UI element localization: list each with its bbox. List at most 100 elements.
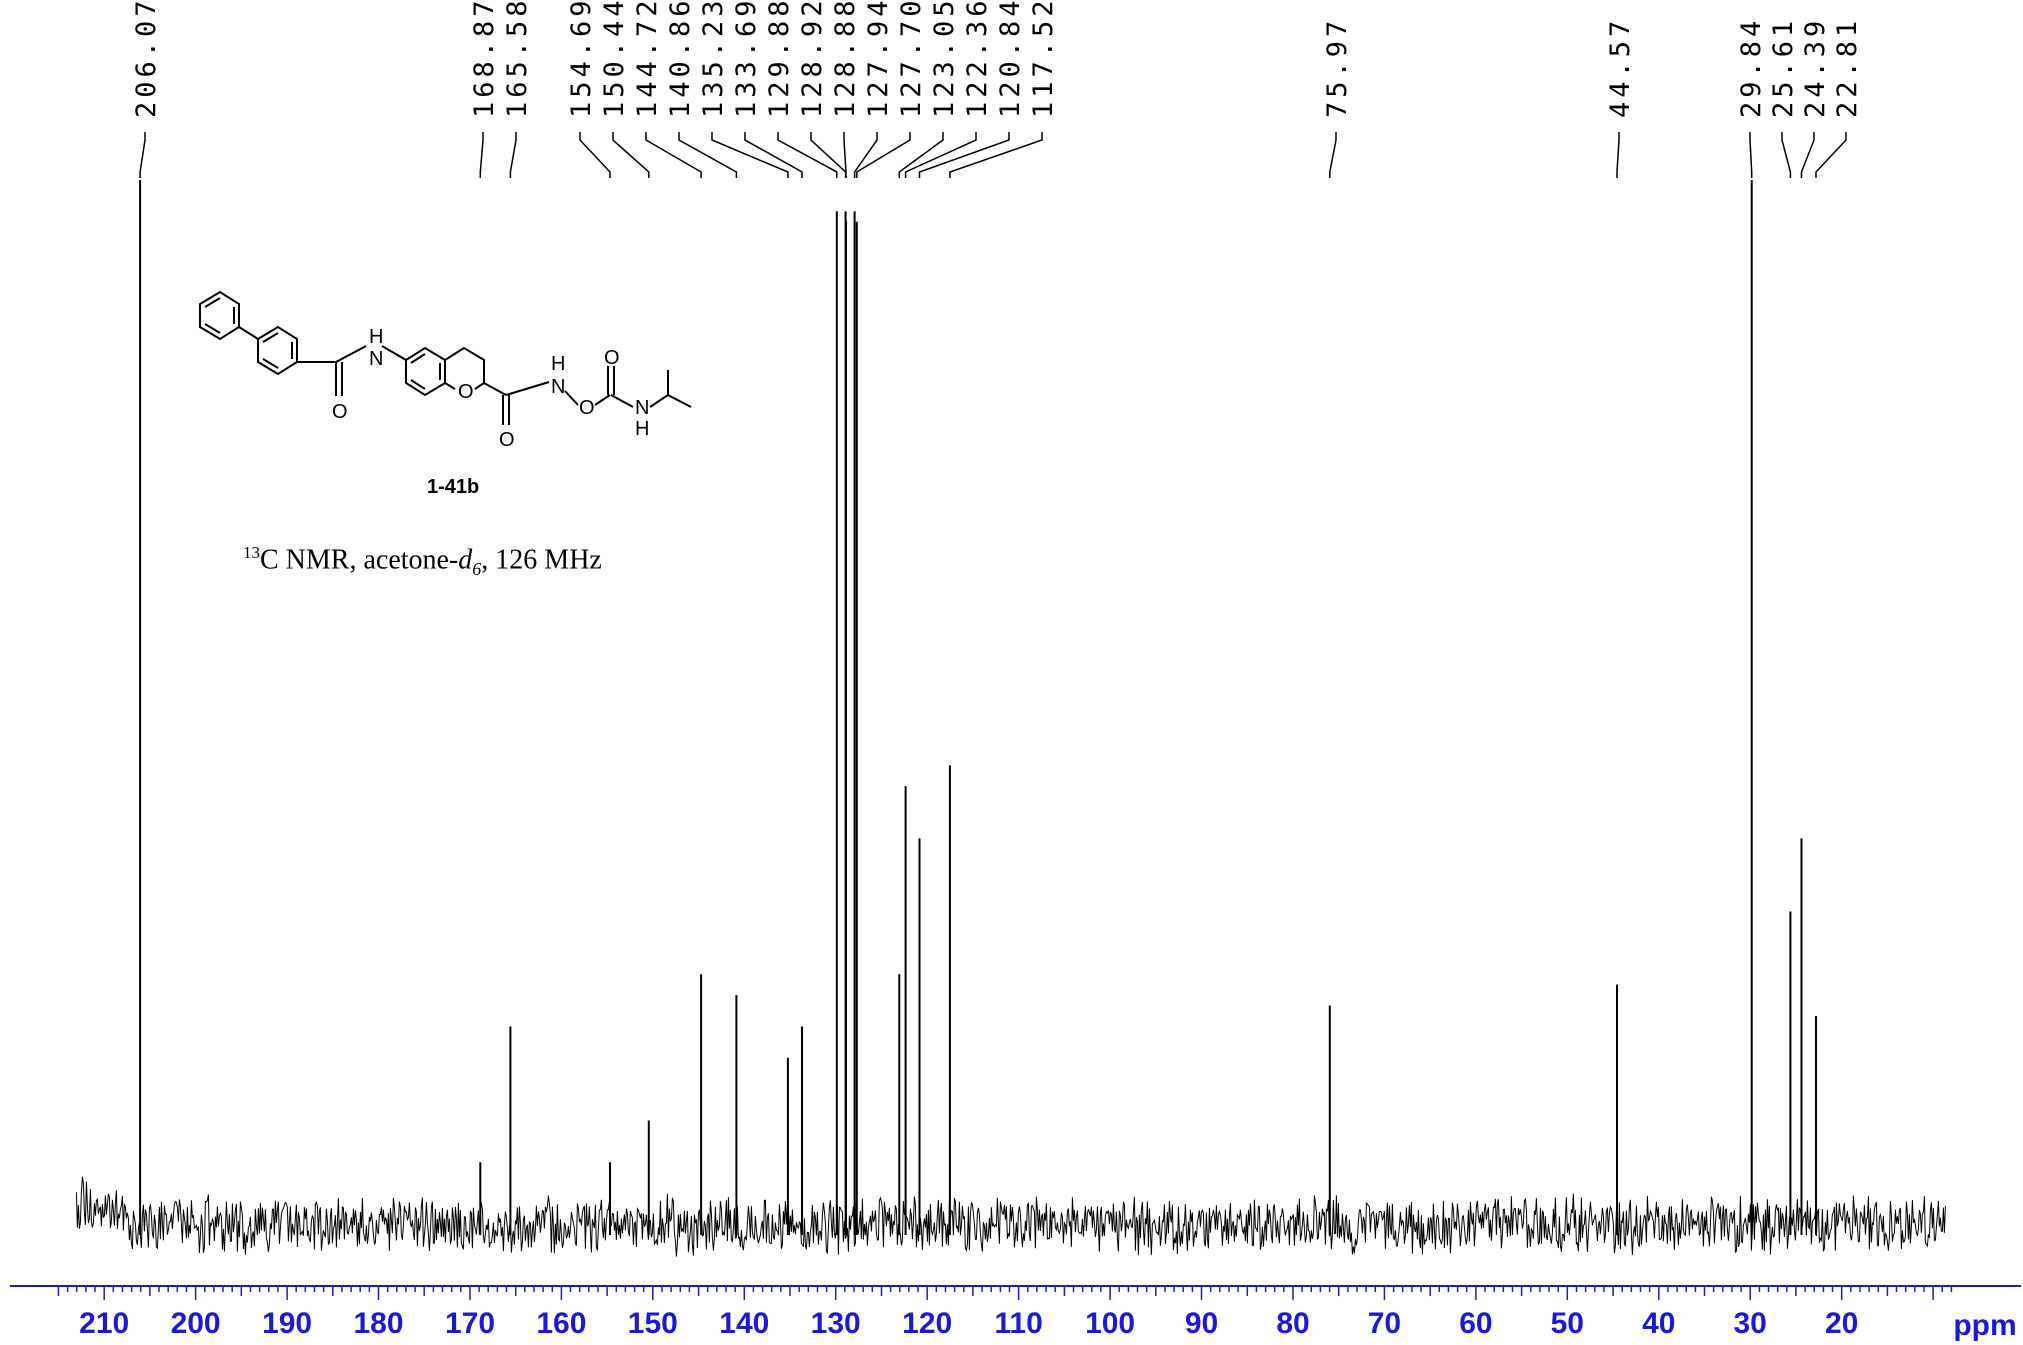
x-tick-label-60: 60	[1459, 1307, 1492, 1340]
peak-leader-133.69	[744, 132, 803, 178]
structure-atom-labels: H N O O O H N O O N H	[332, 326, 649, 451]
peak-label-129.88: 129.88	[764, 0, 795, 118]
peak-leader-120.84	[918, 132, 1010, 178]
peak-leader-165.58	[509, 132, 517, 178]
peak-label-144.72: 144.72	[632, 0, 663, 118]
peak-leader-168.87	[479, 132, 484, 178]
peak-leader-128.92	[810, 132, 847, 178]
peak-leader-25.61	[1781, 132, 1792, 178]
atom-label: O	[332, 401, 348, 423]
peak-label-122.36: 122.36	[962, 0, 993, 118]
chemical-structure	[199, 290, 692, 425]
x-tick-label-90: 90	[1185, 1307, 1218, 1340]
peak-leader-122.36	[904, 132, 977, 178]
x-tick-label-180: 180	[353, 1307, 403, 1340]
x-tick-label-20: 20	[1825, 1307, 1858, 1340]
x-tick-label-100: 100	[1085, 1307, 1135, 1340]
peak-leader-123.05	[898, 132, 944, 178]
carbonyl-cn-bond	[505, 381, 550, 396]
atom-label: H	[369, 326, 383, 348]
conditions-text: C NMR, acetone-	[260, 544, 459, 576]
peak-label-24.39: 24.39	[1800, 17, 1831, 118]
peak-label-120.84: 120.84	[995, 0, 1026, 118]
peak-label-128.88: 128.88	[830, 0, 861, 118]
x-tick-label-40: 40	[1642, 1307, 1675, 1340]
peak-leader-127.94	[853, 132, 878, 178]
atom-label: N	[551, 376, 565, 398]
peak-label-127.94: 127.94	[863, 0, 894, 118]
acquisition-conditions: 13C NMR, acetone-d6, 126 MHz	[243, 543, 602, 580]
noise-trace	[75, 1176, 1946, 1257]
peak-label-25.61: 25.61	[1768, 17, 1799, 118]
n-o-bond	[564, 390, 579, 406]
peak-label-75.97: 75.97	[1322, 17, 1353, 118]
peak-label-22.81: 22.81	[1832, 17, 1863, 118]
solvent-symbol: d	[458, 544, 473, 576]
peak-label-127.70: 127.70	[896, 0, 927, 118]
phenyl-double-bond	[204, 323, 221, 334]
peak-label-29.84: 29.84	[1736, 17, 1767, 118]
x-tick-label-210: 210	[79, 1307, 129, 1340]
peak-leader-150.44	[612, 132, 650, 178]
peak-leader-206.07	[139, 132, 146, 178]
x-tick-label-120: 120	[902, 1307, 952, 1340]
frequency-text: , 126 MHz	[481, 544, 602, 576]
atom-label: O	[458, 381, 474, 403]
peak-label-140.86: 140.86	[665, 0, 696, 118]
amide-cn-bond	[335, 345, 367, 363]
peak-leader-135.23	[711, 132, 789, 178]
peak-label-44.57: 44.57	[1605, 17, 1636, 118]
pyran-ring	[444, 346, 485, 390]
peak-leader-140.86	[678, 132, 738, 178]
peak-label-206.07: 206.07	[131, 0, 162, 118]
atom-label: N	[369, 348, 383, 370]
peak-leader-22.81	[1815, 132, 1847, 178]
x-tick-label-140: 140	[719, 1307, 769, 1340]
isopropyl-bond	[667, 394, 692, 408]
x-tick-label-200: 200	[171, 1307, 221, 1340]
carbamate-cn-bond	[610, 394, 634, 408]
chromane-double-bond	[410, 379, 426, 390]
peak-leader-29.84	[1749, 132, 1753, 178]
peak-label-150.44: 150.44	[599, 0, 630, 118]
x-tick-label-110: 110	[994, 1307, 1042, 1340]
phenylene-double-bond	[262, 332, 279, 343]
n-aryl-bond	[381, 345, 407, 361]
biaryl-bond	[238, 326, 259, 340]
x-tick-label-170: 170	[445, 1307, 495, 1340]
atom-label: H	[635, 418, 649, 440]
peak-label-128.92: 128.92	[797, 0, 828, 118]
x-tick-label-30: 30	[1734, 1307, 1767, 1340]
peak-label-123.05: 123.05	[929, 0, 960, 118]
compound-id: 1-41b	[427, 476, 479, 498]
deuteration-index: 6	[472, 558, 482, 579]
chain-bond	[483, 382, 507, 396]
x-axis: 210 200 190 180 170 160 150 140 130 120 110 100 90 80…	[10, 1285, 2021, 1342]
baseline-noise	[75, 1176, 1946, 1257]
atom-label: O	[579, 397, 595, 419]
peak-leader-154.69	[579, 132, 611, 178]
phenylene-double-bond	[262, 358, 279, 369]
x-tick-label-160: 160	[536, 1307, 586, 1340]
peak-label-168.87: 168.87	[469, 0, 500, 118]
peak-label-133.69: 133.69	[731, 0, 762, 118]
peak-leader-44.57	[1616, 132, 1620, 178]
atom-label: O	[604, 347, 620, 369]
peak-leader-127.70	[856, 132, 911, 178]
atom-label: N	[635, 397, 649, 419]
chromane-double-bond	[410, 353, 426, 364]
peak-leader-24.39	[1800, 132, 1815, 178]
x-tick-label-50: 50	[1551, 1307, 1584, 1340]
isotope-label: 13	[243, 543, 260, 562]
peak-label-165.58: 165.58	[502, 0, 533, 118]
peak-label-group: 206.07 168.87 165.58 154.69 150.44 144.72 140.…	[131, 0, 1863, 178]
atom-label: O	[499, 429, 515, 451]
x-tick-label-190: 190	[262, 1307, 312, 1340]
peak-label-117.52: 117.52	[1028, 0, 1059, 118]
peak-label-135.23: 135.23	[698, 0, 729, 118]
peak-leader-117.52	[949, 132, 1043, 178]
atom-label: H	[551, 353, 565, 375]
x-axis-unit-label: ppm	[1953, 1309, 2016, 1342]
x-tick-label-70: 70	[1368, 1307, 1401, 1340]
peak-series	[139, 180, 1817, 1235]
